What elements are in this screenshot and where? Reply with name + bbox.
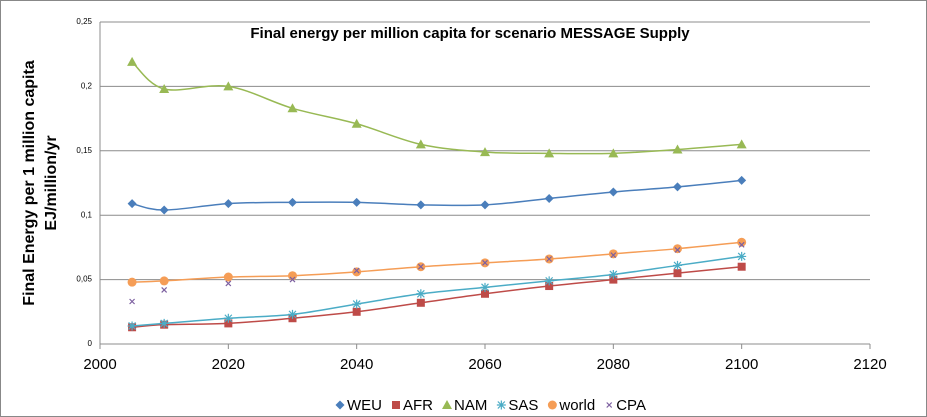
data-point — [352, 197, 362, 207]
data-point — [223, 199, 233, 209]
data-point — [481, 289, 489, 298]
x-tick-label: 2060 — [468, 356, 501, 373]
data-point — [546, 256, 553, 262]
y-axis-label: EJ/million/yr — [43, 135, 60, 230]
data-point — [544, 148, 555, 158]
y-tick-label: 0 — [88, 339, 93, 348]
data-point — [352, 267, 362, 277]
data-point — [608, 269, 618, 279]
data-point — [737, 251, 747, 261]
legend-marker — [496, 400, 506, 410]
data-point — [609, 275, 618, 284]
x-tick-label: 2040 — [340, 356, 373, 373]
data-point — [127, 56, 138, 66]
y-tick-label: 0,25 — [76, 17, 92, 26]
legend-marker — [442, 400, 452, 409]
data-point — [608, 249, 618, 259]
y-axis-label: Final Energy per 1 million capita — [21, 60, 38, 306]
data-point — [737, 262, 746, 271]
data-point — [673, 260, 682, 270]
x-tick-label: 2000 — [83, 356, 116, 373]
data-point — [127, 321, 137, 331]
data-point — [737, 237, 747, 247]
data-point — [738, 241, 745, 248]
x-tick-label: 2020 — [212, 356, 245, 373]
data-point — [736, 139, 747, 149]
legend-label: AFR — [403, 397, 433, 414]
data-point — [480, 147, 490, 157]
y-tick-label: 0,2 — [81, 82, 93, 91]
data-point — [129, 298, 136, 305]
legend-marker — [335, 400, 345, 410]
data-point — [223, 81, 234, 91]
data-point — [288, 309, 297, 319]
data-point — [544, 193, 554, 203]
data-point — [223, 272, 233, 282]
data-point — [545, 282, 554, 291]
data-point — [159, 205, 169, 215]
legend-marker — [392, 401, 400, 409]
data-point — [223, 313, 233, 323]
data-point — [415, 139, 426, 149]
x-tick-label: 2100 — [725, 356, 758, 373]
legend-label: NAM — [454, 397, 487, 414]
data-point — [544, 276, 554, 286]
data-point — [127, 277, 137, 287]
data-point — [352, 299, 362, 309]
legend-label: CPA — [616, 397, 646, 414]
y-tick-label: 0,1 — [81, 210, 93, 219]
legend-label: world — [558, 397, 595, 414]
chart-title: Final energy per million capita for scen… — [250, 25, 690, 42]
x-tick-label: 2080 — [597, 356, 630, 373]
data-point — [480, 282, 490, 292]
data-point — [127, 199, 137, 209]
data-point — [417, 263, 424, 270]
legend-label: SAS — [508, 397, 538, 414]
data-point — [482, 259, 488, 266]
data-point — [674, 247, 681, 253]
data-point — [353, 267, 360, 274]
data-point — [608, 187, 618, 197]
data-point — [608, 148, 619, 158]
data-point — [287, 103, 298, 113]
data-point — [672, 144, 683, 154]
data-point — [351, 118, 362, 128]
legend-label: WEU — [347, 397, 382, 414]
data-point — [159, 276, 169, 286]
data-point — [159, 318, 169, 328]
data-point — [673, 269, 682, 278]
data-point — [288, 197, 297, 207]
legend-marker — [547, 400, 557, 410]
data-point — [673, 182, 682, 192]
data-point — [159, 83, 170, 93]
data-point — [610, 252, 617, 259]
x-tick-label: 2120 — [853, 356, 886, 373]
data-point — [416, 200, 426, 210]
data-point — [289, 276, 296, 283]
data-point — [416, 289, 426, 299]
data-point — [224, 319, 233, 328]
data-point — [161, 286, 168, 293]
data-point — [737, 175, 747, 185]
data-point — [225, 280, 232, 287]
data-point — [416, 298, 425, 307]
y-tick-label: 0,15 — [76, 146, 92, 155]
data-point — [352, 307, 361, 316]
legend-marker — [606, 402, 613, 408]
y-tick-label: 0,05 — [76, 275, 92, 284]
data-point — [480, 200, 490, 210]
data-point — [673, 244, 682, 254]
